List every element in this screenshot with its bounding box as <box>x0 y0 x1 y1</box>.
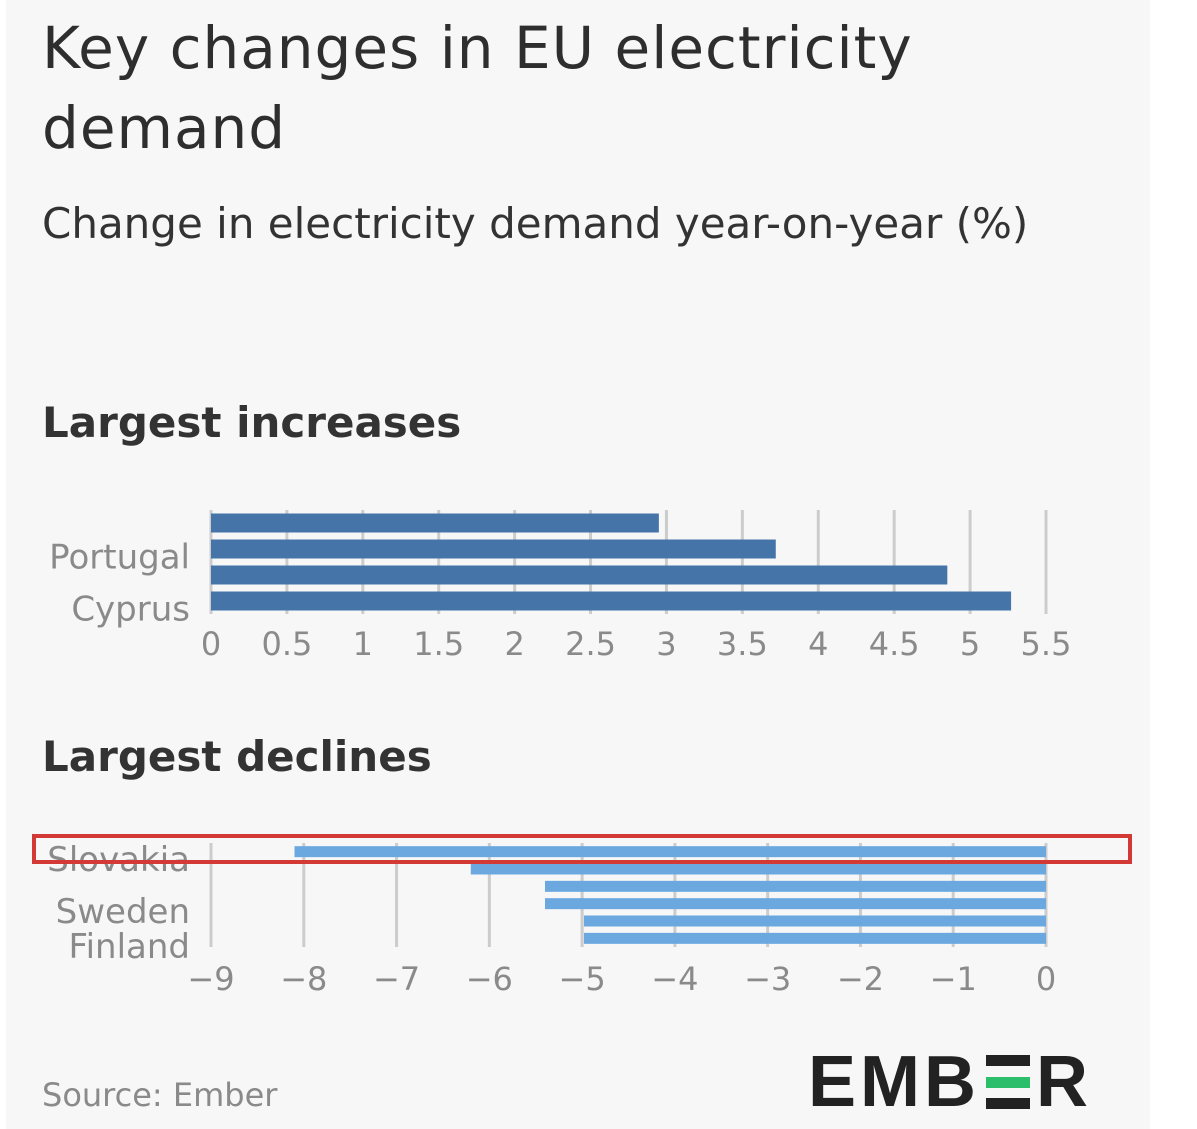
bar <box>470 863 1046 875</box>
x-tick-label: 1 <box>353 625 373 663</box>
x-tick-label: 0 <box>201 625 221 663</box>
bar <box>294 846 1046 858</box>
x-tick-label: 5.5 <box>1021 625 1072 663</box>
x-tick-label: 0 <box>1036 960 1056 998</box>
bar <box>545 898 1046 910</box>
x-tick-label: 1.5 <box>413 625 464 663</box>
x-tick-label: −5 <box>559 960 606 998</box>
x-tick-label: −6 <box>466 960 513 998</box>
increases-heading: Largest increases <box>42 398 462 447</box>
x-tick-label: 2 <box>504 625 524 663</box>
x-tick-label: −3 <box>744 960 791 998</box>
bar <box>545 880 1046 892</box>
x-tick-label: −9 <box>187 960 234 998</box>
x-tick-label: 4 <box>808 625 828 663</box>
x-tick-label: 2.5 <box>565 625 616 663</box>
x-tick-label: −8 <box>280 960 327 998</box>
source-note: Source: Ember <box>42 1076 278 1114</box>
x-tick-label: −1 <box>930 960 977 998</box>
x-tick-label: −4 <box>651 960 698 998</box>
category-label: Cyprus <box>71 590 190 630</box>
chart-subtitle: Change in electricity demand year-on-yea… <box>42 199 1029 248</box>
category-label: Portugal <box>49 538 190 578</box>
bar <box>583 932 1046 944</box>
ember-logo-e-mark-icon <box>986 1055 1031 1109</box>
page-title: Key changes in EU electricity demand <box>42 14 913 162</box>
x-tick-label: 4.5 <box>869 625 920 663</box>
x-tick-label: 0.5 <box>261 625 312 663</box>
x-tick-label: 5 <box>960 625 980 663</box>
bar <box>211 513 659 533</box>
x-tick-label: 3 <box>656 625 676 663</box>
x-tick-label: 3.5 <box>717 625 768 663</box>
bar <box>211 565 948 585</box>
category-label: Finland <box>69 927 191 967</box>
bar <box>211 539 776 559</box>
x-tick-label: −7 <box>373 960 420 998</box>
declines-heading: Largest declines <box>42 732 432 781</box>
bar <box>583 915 1046 927</box>
category-label: Sweden <box>56 892 190 932</box>
bar <box>211 591 1012 611</box>
slovakia-highlight-box <box>32 834 1132 864</box>
x-tick-label: −2 <box>837 960 884 998</box>
